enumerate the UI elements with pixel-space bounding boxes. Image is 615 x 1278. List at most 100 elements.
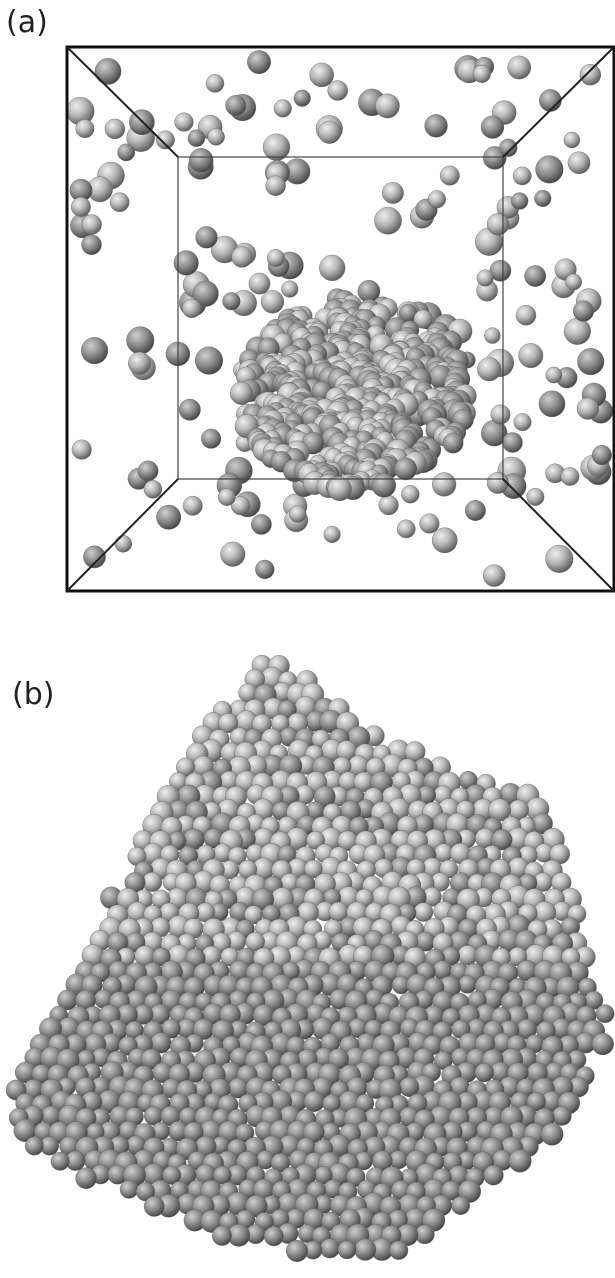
particle (281, 280, 299, 298)
particle (539, 89, 562, 112)
particle (413, 902, 434, 922)
particle (442, 432, 464, 454)
particle (595, 1004, 615, 1024)
particle (439, 165, 460, 186)
particle (451, 1196, 470, 1215)
particle (231, 496, 251, 516)
particle (491, 829, 513, 851)
particle (502, 432, 523, 453)
particle (545, 544, 574, 573)
particle (526, 487, 545, 506)
particle (508, 1149, 532, 1173)
particle (143, 1196, 165, 1217)
particle (474, 1062, 494, 1083)
particle (490, 404, 511, 425)
particle (195, 226, 218, 249)
panel-a-particles (66, 50, 613, 587)
particle (378, 495, 399, 516)
particle (486, 213, 510, 236)
particle (75, 119, 95, 139)
particle (71, 439, 92, 460)
particle (374, 206, 402, 235)
particle (486, 471, 509, 494)
particle (248, 272, 271, 295)
particle (178, 398, 201, 421)
particle (535, 155, 564, 184)
particle (327, 80, 348, 101)
particle (260, 290, 285, 314)
particle (591, 445, 612, 466)
particle (263, 1226, 284, 1247)
particle (217, 488, 236, 506)
particle (540, 1122, 564, 1146)
particle (552, 1106, 572, 1126)
particle (327, 476, 352, 501)
panel-a-box-frame (65, 45, 615, 593)
particle (286, 1239, 309, 1262)
particle (480, 115, 505, 139)
particle (458, 975, 477, 994)
particle (464, 500, 486, 521)
particle (94, 58, 122, 85)
particle (293, 89, 311, 107)
particle (119, 1180, 139, 1199)
particle (247, 50, 271, 74)
particle (524, 265, 547, 287)
particle (225, 95, 247, 116)
particle (251, 514, 272, 535)
particle (205, 74, 225, 93)
particle (567, 151, 591, 175)
particle (289, 505, 307, 523)
particle (273, 99, 292, 118)
particle (306, 831, 325, 850)
particle (432, 472, 457, 497)
particle (117, 143, 135, 162)
particle (419, 513, 440, 534)
particle (173, 250, 199, 276)
particle (576, 397, 599, 420)
particle (573, 300, 595, 322)
particle (244, 905, 263, 925)
particle (255, 559, 275, 579)
particle (565, 273, 583, 291)
particle (220, 541, 246, 567)
particle (182, 298, 202, 318)
particle (114, 535, 133, 553)
particle (375, 93, 400, 119)
particle (354, 1238, 377, 1261)
particle (563, 317, 591, 345)
particle (431, 527, 458, 554)
particle (24, 1136, 44, 1156)
particle (477, 357, 502, 382)
particle (538, 390, 566, 418)
particle (235, 1123, 255, 1143)
particle (577, 348, 605, 376)
particle (201, 428, 222, 449)
panel-a-simulation-box (65, 45, 615, 593)
particle (483, 564, 506, 587)
particle (381, 181, 404, 204)
particle (71, 196, 91, 217)
particle (513, 413, 532, 431)
particle (211, 1225, 232, 1246)
particle (142, 872, 163, 892)
particle (472, 64, 491, 83)
particle (222, 292, 241, 311)
particle (229, 381, 253, 405)
particle (560, 467, 580, 486)
particle (424, 114, 448, 138)
particle (476, 269, 494, 287)
particle (534, 189, 552, 207)
particle (427, 190, 446, 209)
particle (231, 246, 253, 268)
particle (337, 1240, 357, 1260)
particle (174, 112, 194, 132)
particle (265, 175, 286, 196)
panel-a-label: (a) (6, 5, 48, 40)
particle (75, 1167, 97, 1189)
particle (126, 326, 155, 355)
panel-b-label: (b) (12, 677, 55, 712)
particle (81, 214, 102, 235)
particle (83, 545, 106, 569)
particle (194, 346, 223, 375)
